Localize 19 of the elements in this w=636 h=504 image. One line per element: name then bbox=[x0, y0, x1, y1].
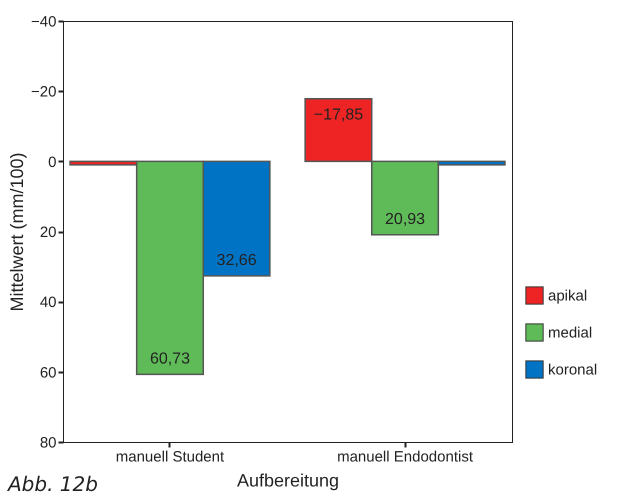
y-tick-label: 20 bbox=[40, 224, 56, 241]
x-tick-label: manuell Student bbox=[116, 448, 225, 466]
y-axis-title: Mittelwert (mm/100) bbox=[7, 152, 28, 312]
y-tick-label: 0 bbox=[48, 154, 56, 171]
data-label: 60,73 bbox=[150, 350, 190, 368]
legend-label: medial bbox=[548, 324, 592, 342]
legend-label: apikal bbox=[548, 288, 588, 304]
y-tick-label: −40 bbox=[31, 14, 56, 30]
x-axis-title: Aufbereitung bbox=[236, 470, 340, 490]
data-label: 20,93 bbox=[385, 210, 426, 228]
y-tick-label: 80 bbox=[40, 434, 56, 452]
y-tick-label: 40 bbox=[40, 294, 56, 312]
legend-label: koronal bbox=[548, 362, 598, 378]
caption: Abb. 12b bbox=[8, 472, 98, 496]
y-tick-label: 60 bbox=[40, 364, 56, 382]
data-label: 32,66 bbox=[216, 252, 257, 269]
data-label: −17,85 bbox=[314, 106, 364, 124]
x-tick-label: manuell Endodontist bbox=[337, 448, 474, 466]
y-tick-label: −20 bbox=[31, 84, 56, 101]
